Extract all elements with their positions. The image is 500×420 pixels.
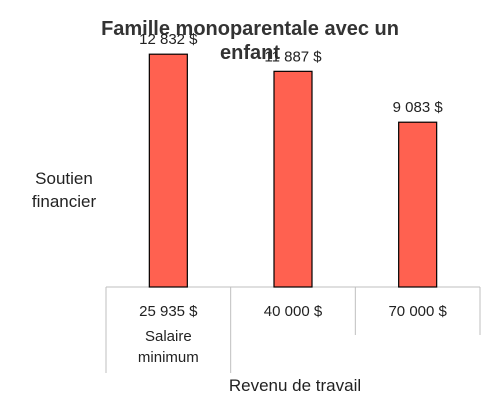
bar	[398, 121, 438, 288]
category-label: 40 000 $	[264, 303, 323, 320]
chart-title-line: Famille monoparentale avec un	[101, 18, 399, 40]
data-label: 12 832 $	[139, 31, 198, 48]
bar	[148, 53, 188, 288]
category-label: 25 935 $	[139, 303, 198, 320]
y-axis-label-line: Soutien	[35, 169, 93, 188]
data-label: 9 083 $	[393, 99, 444, 116]
data-label: 11 887 $	[264, 48, 322, 65]
x-axis-label: Revenu de travail	[229, 376, 361, 395]
category-sublabel: minimum	[138, 349, 199, 366]
category-labels: 25 935 $ Salaire minimum 40 000 $ 70 000 $	[138, 303, 448, 366]
y-axis-label: Soutien financier	[32, 169, 97, 211]
y-axis-label-line: financier	[32, 192, 97, 211]
data-labels: 12 832 $ 11 887 $ 9 083 $	[139, 31, 443, 116]
bar-series	[148, 53, 438, 288]
bar	[273, 70, 313, 288]
category-sublabel: Salaire	[145, 328, 192, 345]
category-label: 70 000 $	[388, 303, 447, 320]
chart-title-line: enfant	[220, 42, 280, 64]
